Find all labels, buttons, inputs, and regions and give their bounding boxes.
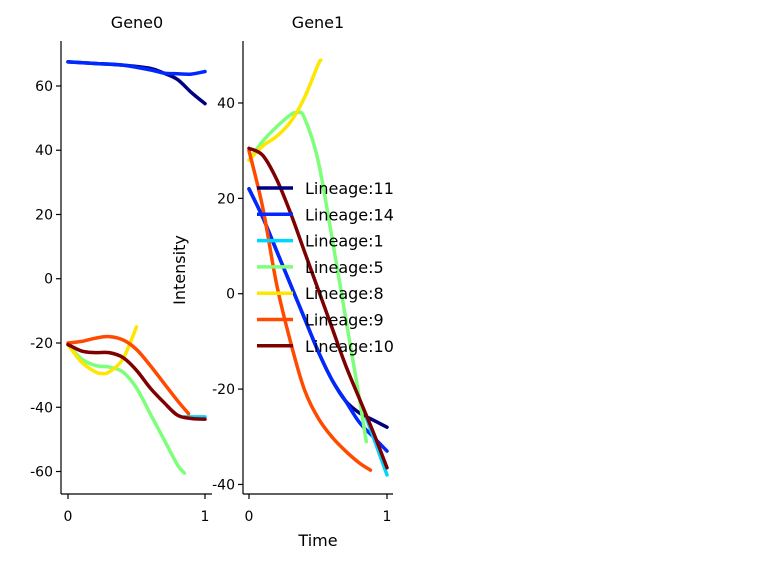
gene1-ytick-label: 20: [217, 191, 235, 207]
gene1-xtick-label: 0: [245, 509, 254, 525]
gene0-ytick-label: -20: [30, 336, 53, 352]
legend-label: Lineage:10: [305, 337, 394, 356]
gene0-series-lineage-5: [66, 342, 187, 475]
gene1-title: Gene1: [292, 13, 344, 32]
legend-label: Lineage:1: [305, 232, 384, 251]
gene0-ytick-label: -40: [30, 400, 53, 416]
gene0-panel: Gene0 -60 -40 -20 0 20 40 60 0 1: [30, 13, 212, 525]
gene1-panel: Gene1 -40 -20 0 20 40 0 1 Time Intensity Line…: [170, 13, 394, 550]
gene1-series-lineage-5: [247, 110, 369, 444]
legend: Lineage:11 Lineage:14 Lineage:1 Lineage:5 Li…: [257, 179, 394, 356]
legend-label: Lineage:11: [305, 179, 394, 198]
gene0-xtick-label: 1: [201, 509, 210, 525]
gene1-ytick-label: 0: [226, 287, 235, 303]
gene1-ytick-label: 40: [217, 96, 235, 112]
gene1-ytick-label: -20: [212, 382, 235, 398]
gene1-ytick-label: -40: [212, 477, 235, 493]
gene1-x-axis-label: Time: [297, 531, 337, 550]
gene1-series-lineage-10: [247, 146, 389, 470]
gene0-title: Gene0: [111, 13, 163, 32]
legend-label: Lineage:8: [305, 284, 384, 303]
gene0-series-lineage-10: [66, 342, 207, 421]
gene0-ytick-label: -60: [30, 465, 53, 481]
gene0-ytick-label: 20: [35, 207, 53, 223]
gene0-ytick-label: 40: [35, 143, 53, 159]
gene0-ytick-label: 0: [44, 272, 53, 288]
gene1-y-axis-label: Intensity: [170, 235, 189, 305]
gene0-ytick-label: 60: [35, 79, 53, 95]
legend-label: Lineage:5: [305, 258, 384, 277]
gene1-series-lineage-9: [247, 148, 373, 472]
legend-label: Lineage:9: [305, 311, 384, 330]
gene0-xtick-label: 0: [64, 509, 73, 525]
gene1-series-lineage-11: [247, 187, 389, 429]
gene1-series-lineage-8: [247, 58, 323, 162]
gene0-series-lineage-14: [66, 60, 207, 76]
gene0-series-lineage-9: [66, 334, 191, 416]
gene1-xtick-label: 1: [383, 509, 392, 525]
legend-label: Lineage:14: [305, 205, 394, 224]
